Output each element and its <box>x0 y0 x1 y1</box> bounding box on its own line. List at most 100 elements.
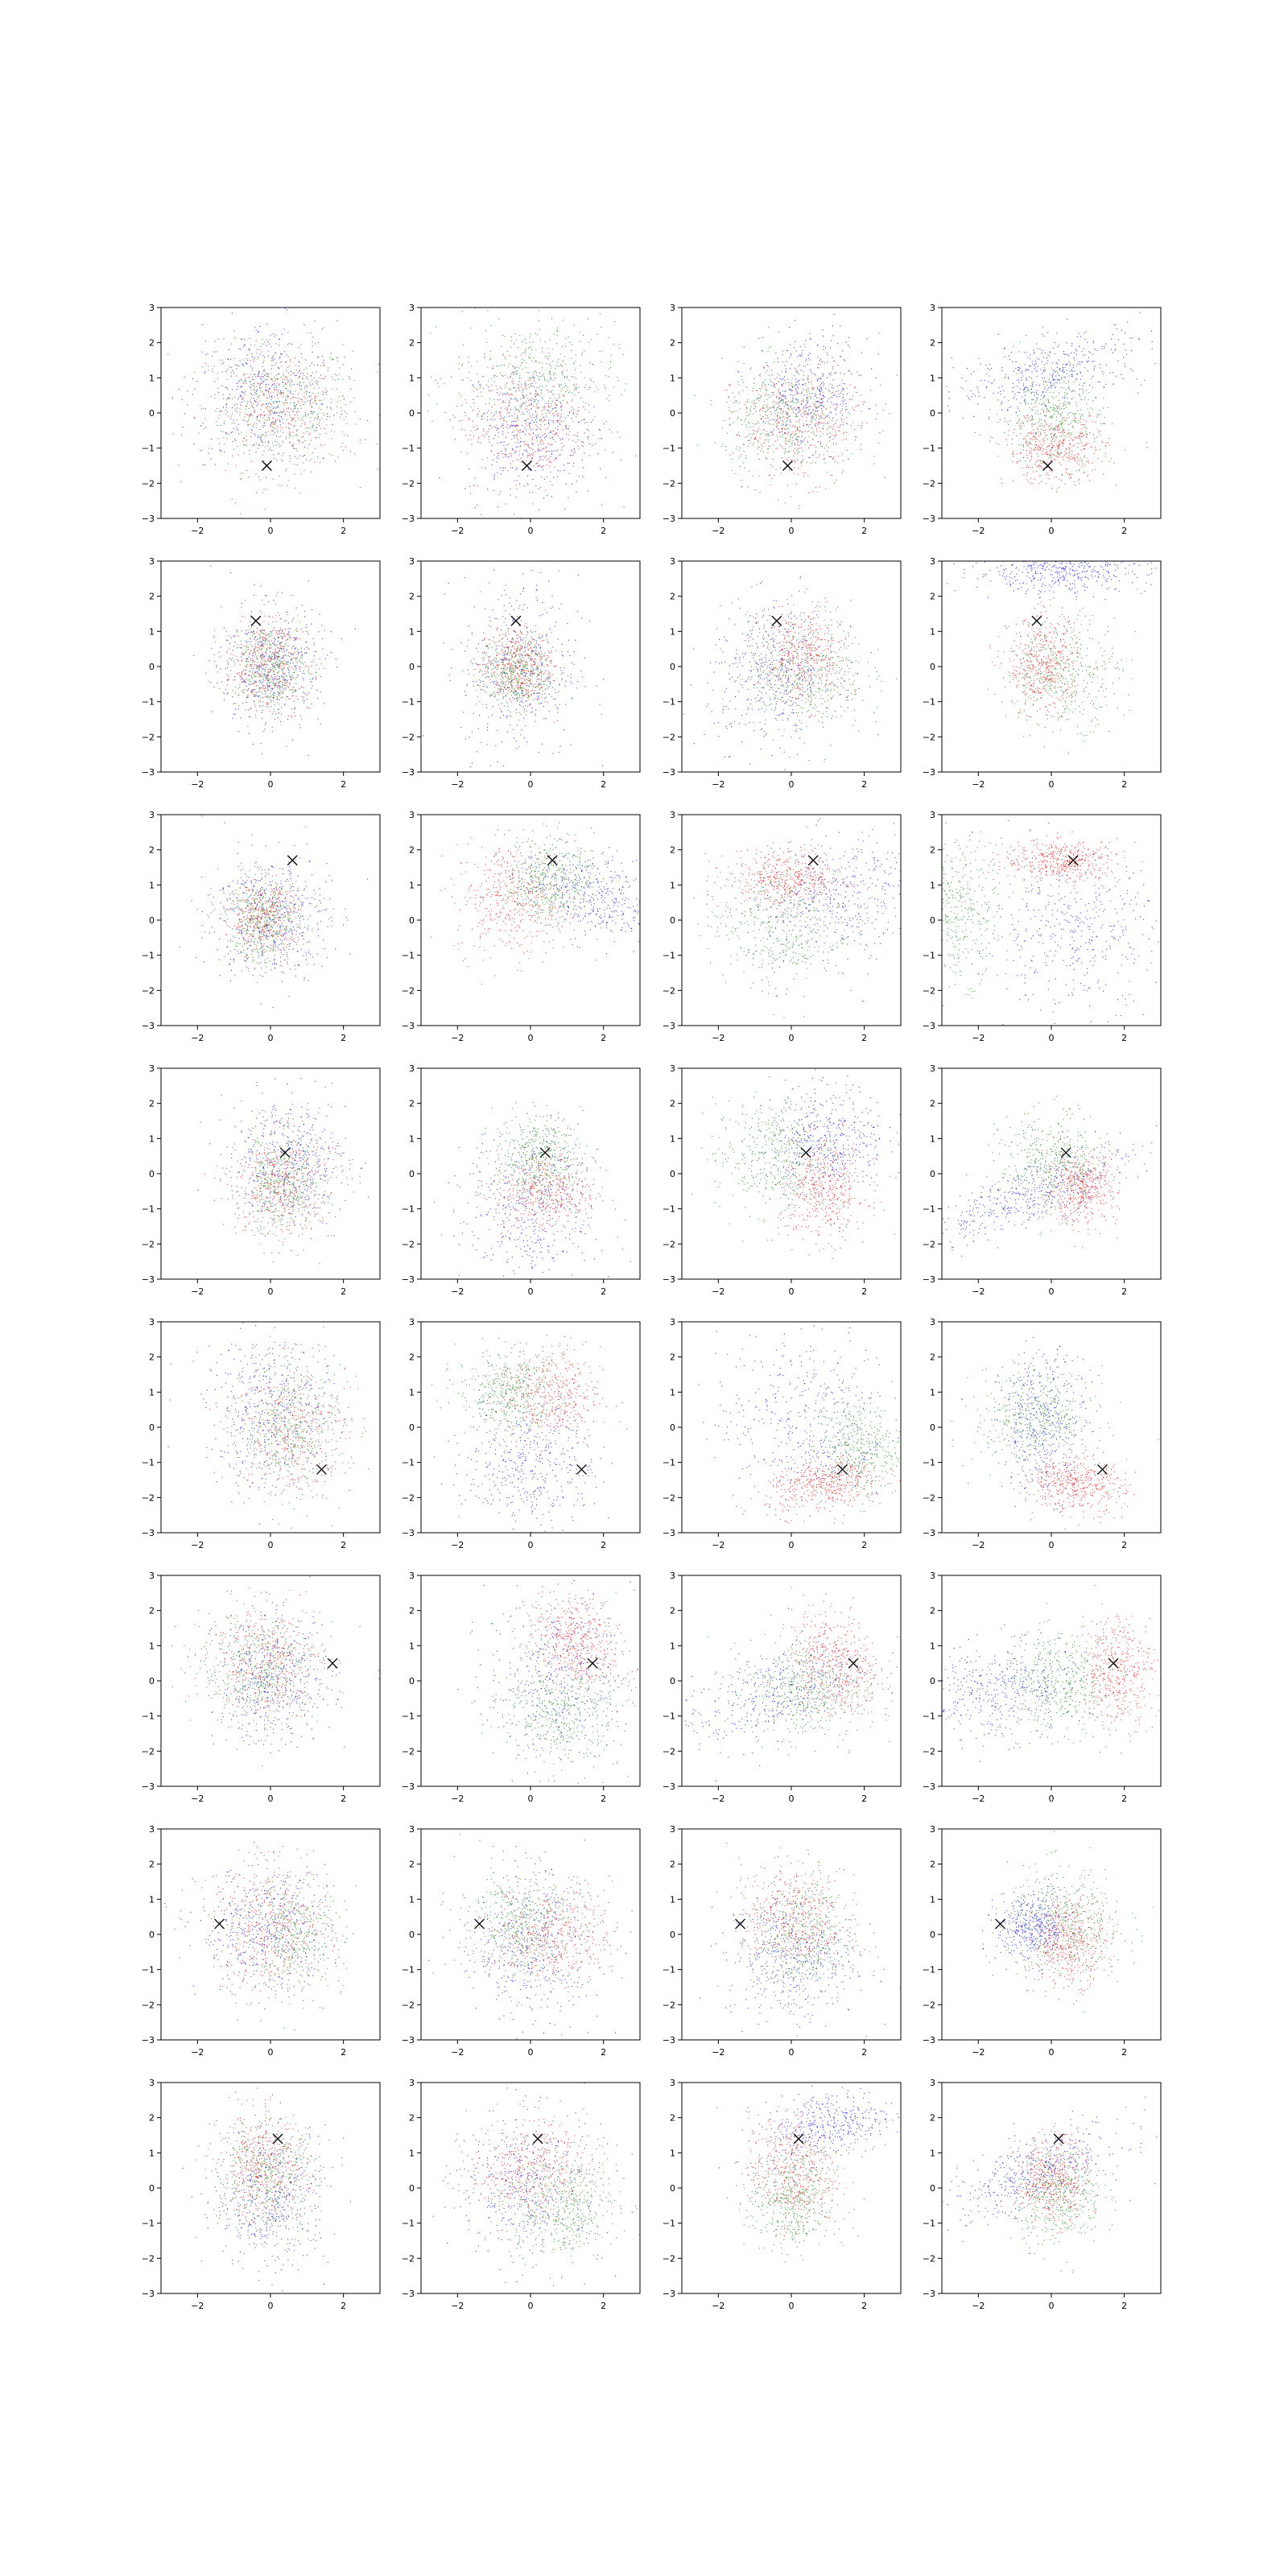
y-tick-label: −3 <box>663 514 675 524</box>
green-point <box>793 402 795 403</box>
green-point <box>1068 454 1070 456</box>
green-point <box>1043 379 1045 381</box>
red-point <box>734 396 736 398</box>
blue-point <box>306 386 308 388</box>
red-point <box>758 427 760 429</box>
blue-point <box>782 394 783 396</box>
red-point <box>756 423 758 425</box>
red-point <box>486 412 488 414</box>
blue-point <box>284 308 286 309</box>
green-point <box>527 348 529 349</box>
green-point <box>479 387 481 389</box>
green-point <box>1071 474 1073 476</box>
green-point <box>737 434 738 436</box>
red-point <box>819 431 821 432</box>
green-point <box>772 465 774 467</box>
green-point <box>288 381 290 382</box>
red-point <box>560 390 562 392</box>
green-point <box>312 336 314 338</box>
blue-point <box>283 411 284 412</box>
red-point <box>287 395 288 397</box>
green-point <box>312 402 314 403</box>
blue-point <box>1094 365 1096 367</box>
blue-point <box>341 414 342 415</box>
blue-point <box>555 427 556 429</box>
green-point <box>243 438 245 440</box>
blue-point <box>1047 332 1049 333</box>
blue-point <box>848 346 850 348</box>
blue-point <box>271 450 273 452</box>
green-point <box>820 398 822 400</box>
blue-point <box>1070 412 1071 414</box>
red-point <box>1101 461 1103 463</box>
blue-point <box>795 383 797 385</box>
blue-point <box>1074 390 1075 392</box>
blue-point <box>240 386 242 388</box>
red-point <box>560 454 562 456</box>
green-point <box>1025 460 1026 461</box>
blue-point <box>821 416 823 418</box>
blue-point <box>303 324 305 326</box>
blue-point <box>1100 367 1101 369</box>
green-point <box>556 335 558 336</box>
blue-point <box>784 431 786 433</box>
green-point <box>771 392 773 394</box>
blue-point <box>192 394 193 395</box>
blue-point <box>293 384 295 386</box>
red-point <box>584 432 585 434</box>
green-point <box>1055 416 1057 418</box>
green-point <box>1032 423 1034 424</box>
green-point <box>785 437 786 439</box>
green-point <box>265 419 266 421</box>
green-point <box>1083 390 1084 392</box>
red-point <box>250 436 252 438</box>
green-point <box>1030 392 1032 394</box>
green-point <box>581 354 583 356</box>
blue-point <box>250 428 252 430</box>
green-point <box>1022 449 1024 451</box>
red-point <box>815 457 817 459</box>
blue-point <box>1024 352 1026 353</box>
red-point <box>532 503 534 505</box>
blue-point <box>1071 374 1073 376</box>
green-point <box>287 408 289 410</box>
red-point <box>799 430 800 431</box>
red-point <box>543 448 545 449</box>
blue-point <box>793 375 795 377</box>
blue-point <box>1044 386 1046 388</box>
blue-point <box>290 442 291 444</box>
red-point <box>756 390 758 391</box>
blue-point <box>822 428 824 430</box>
red-point <box>270 425 272 427</box>
green-point <box>1035 431 1037 433</box>
green-point <box>312 423 313 425</box>
green-point <box>1046 385 1048 386</box>
red-point <box>836 462 838 464</box>
x-marker <box>522 460 532 471</box>
blue-point <box>503 417 505 419</box>
red-point <box>1074 454 1075 456</box>
blue-point <box>215 351 217 353</box>
red-point <box>543 408 545 410</box>
red-point <box>786 413 787 415</box>
y-tick-label: 0 <box>409 408 415 419</box>
y-tick-label: 2 <box>149 338 155 349</box>
red-point <box>572 414 574 415</box>
blue-point <box>535 485 537 486</box>
red-point <box>1036 439 1038 440</box>
red-point <box>1084 464 1086 466</box>
green-point <box>1046 407 1047 409</box>
red-point <box>517 400 518 402</box>
red-point <box>796 440 798 441</box>
blue-point <box>497 442 498 444</box>
blue-point <box>1024 386 1026 388</box>
green-point <box>234 336 236 338</box>
red-point <box>250 460 252 462</box>
green-point <box>1040 431 1042 433</box>
blue-point <box>1036 358 1038 360</box>
blue-point <box>557 426 559 427</box>
green-point <box>541 414 543 415</box>
green-point <box>1104 445 1106 447</box>
